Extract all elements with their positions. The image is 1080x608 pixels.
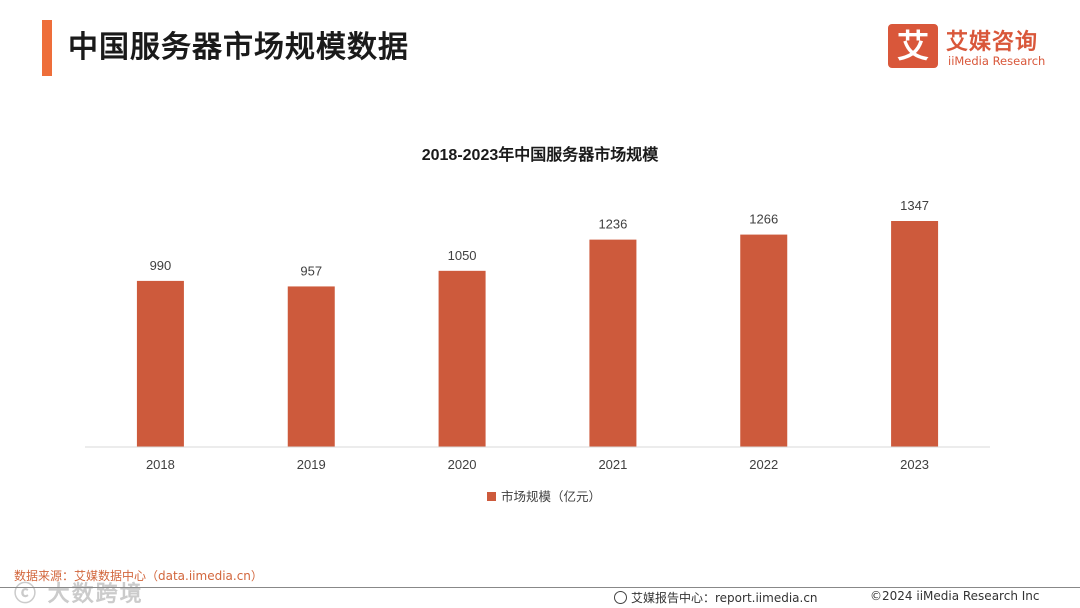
report-center-text: 艾媒报告中心：report.iimedia.cn: [631, 591, 818, 605]
logo-mark-icon: 艾: [888, 24, 938, 68]
globe-icon: [614, 591, 627, 604]
logo-name-en: iiMedia Research: [948, 54, 1046, 68]
data-source: 数据来源：艾媒数据中心（data.iimedia.cn）: [14, 569, 263, 583]
iimedia-logo: 艾 艾媒咨询 iiMedia Research: [888, 24, 1068, 72]
copyright: ©2024 iiMedia Research Inc: [870, 589, 1040, 603]
x-tick-label-2020: 2020: [448, 457, 477, 472]
data-label-2019: 957: [300, 263, 322, 278]
footer-divider: [0, 587, 1080, 588]
bar-2019: [287, 286, 335, 447]
bar-2023: [891, 221, 939, 447]
data-label-2021: 1236: [598, 217, 627, 232]
report-center: 艾媒报告中心：report.iimedia.cn: [614, 589, 818, 606]
x-tick-label-2022: 2022: [749, 457, 778, 472]
data-label-2018: 990: [150, 258, 172, 273]
title-accent-bar: [42, 20, 52, 76]
page-title: 中国服务器市场规模数据: [68, 30, 409, 65]
x-tick-label-2019: 2019: [297, 457, 326, 472]
bar-2020: [438, 270, 486, 447]
logo-name-cn: 艾媒咨询: [946, 30, 1039, 55]
bar-2018: [136, 280, 184, 447]
x-tick-label-2021: 2021: [598, 457, 627, 472]
legend-swatch: [487, 492, 496, 501]
bar-2021: [589, 239, 637, 447]
legend-label: 市场规模（亿元）: [501, 489, 601, 504]
data-label-2023: 1347: [900, 198, 929, 213]
watermark: ⓒ 大数跨境: [14, 582, 144, 607]
data-label-2022: 1266: [749, 212, 778, 227]
x-tick-label-2018: 2018: [146, 457, 175, 472]
chart-title: 2018-2023年中国服务器市场规模: [422, 145, 660, 164]
data-label-2020: 1050: [448, 248, 477, 263]
x-tick-label-2023: 2023: [900, 457, 929, 472]
bar-2022: [740, 234, 788, 447]
